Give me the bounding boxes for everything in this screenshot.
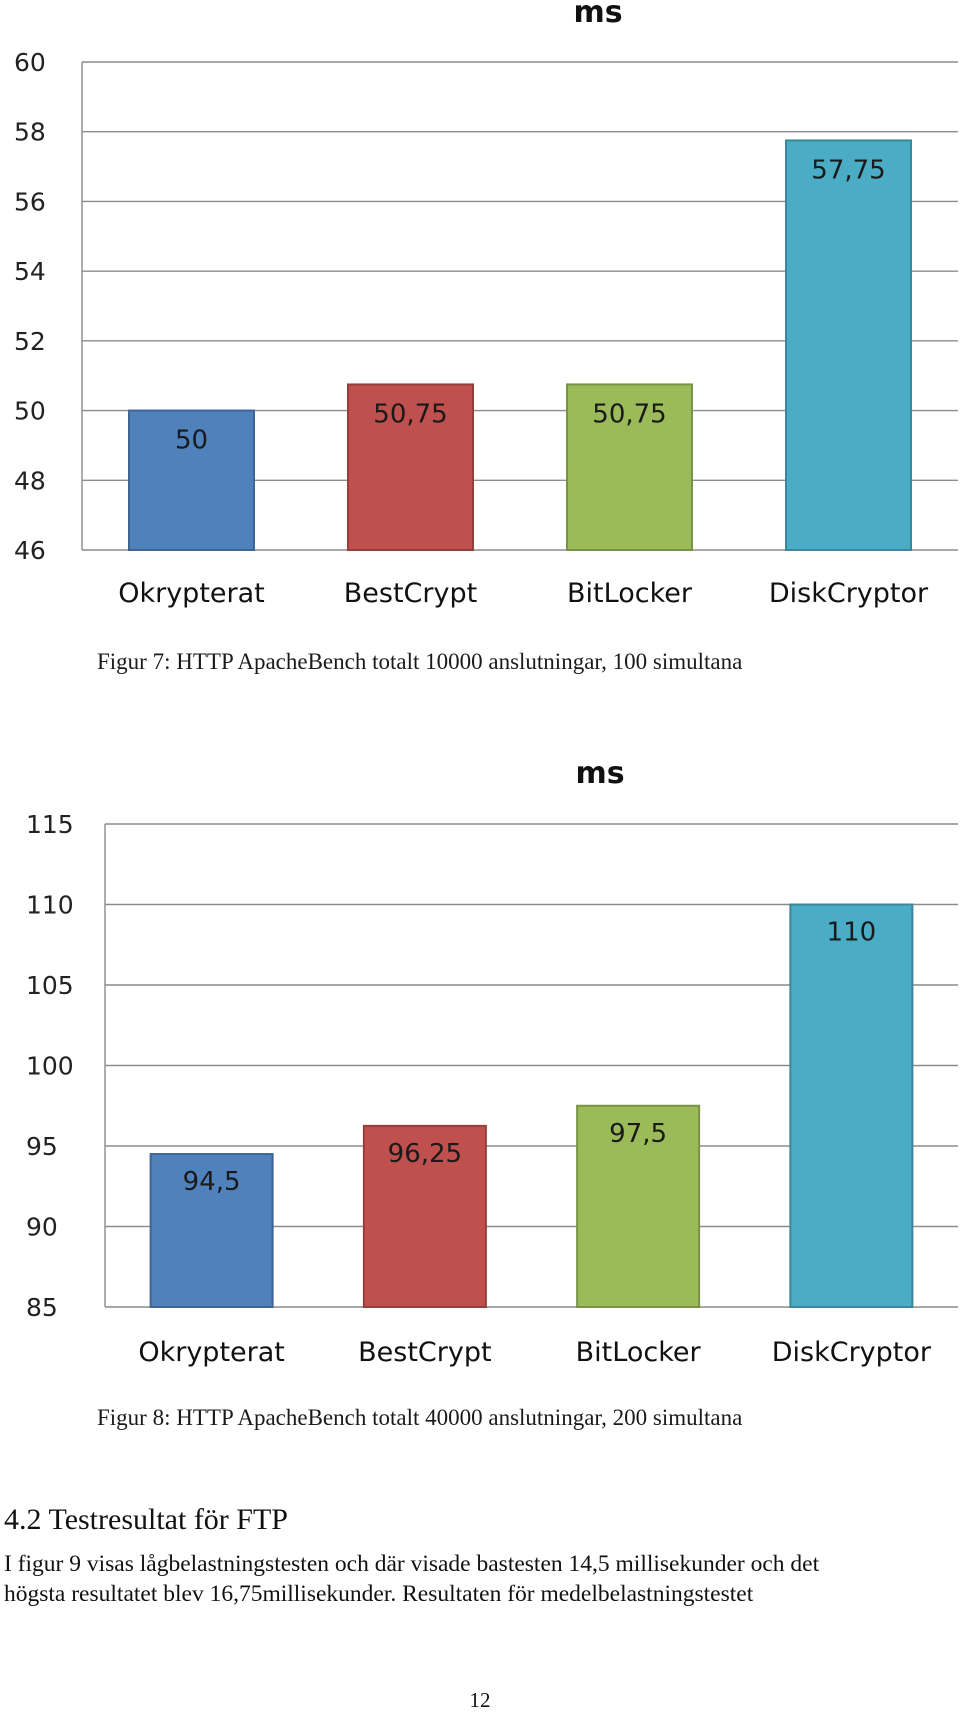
y-tick-label: 56 (14, 187, 46, 216)
data-label: 97,5 (609, 1119, 667, 1149)
data-label: 50 (175, 426, 208, 456)
y-tick-label: 58 (14, 118, 46, 147)
bar-okrypterat (149, 1153, 274, 1308)
data-label: 50,75 (373, 399, 447, 429)
chart-1-title: ms (573, 0, 622, 30)
body-text-line-2: högsta resultatet blev 16,75millisekunde… (4, 1581, 754, 1607)
y-tick-label: 90 (26, 1213, 58, 1242)
y-tick-label: 95 (26, 1132, 58, 1161)
chart-2-title: ms (575, 756, 624, 791)
x-category-label: Okrypterat (118, 578, 265, 609)
y-tick-label: 48 (14, 466, 46, 495)
section-heading: 4.2 Testresultat för FTP (4, 1503, 288, 1536)
bar-bitlocker (576, 1104, 701, 1308)
x-category-label: DiskCryptor (772, 1337, 932, 1368)
y-tick-label: 60 (14, 48, 46, 77)
x-category-label: DiskCryptor (769, 578, 929, 609)
data-label: 110 (827, 918, 877, 948)
bar-bestcrypt (362, 1124, 487, 1308)
data-label: 94,5 (183, 1167, 241, 1197)
body-text-line-1: I figur 9 visas lågbelastningstesten och… (4, 1551, 820, 1577)
y-tick-label: 54 (14, 257, 46, 286)
y-tick-label: 85 (26, 1293, 58, 1322)
bar-bitlocker (566, 383, 693, 551)
page-number: 12 (469, 1688, 491, 1712)
figure-8-caption: Figur 8: HTTP ApacheBench totalt 40000 a… (97, 1405, 743, 1430)
data-label: 96,25 (388, 1139, 462, 1169)
bar-diskcryptor (785, 139, 912, 552)
chart-figure-7: ms 46 48 50 52 54 56 58 60 50 Okrypterat 50,75 BestC… (14, 0, 958, 609)
bar-bestcrypt (347, 383, 474, 551)
y-tick-label: 46 (14, 536, 46, 565)
y-tick-label: 110 (26, 891, 74, 920)
y-tick-label: 100 (26, 1052, 74, 1081)
bar-diskcryptor (789, 903, 914, 1308)
y-tick-label: 105 (26, 971, 74, 1000)
bar-okrypterat (128, 409, 255, 552)
y-tick-label: 52 (14, 327, 46, 356)
data-label: 50,75 (592, 399, 666, 429)
x-category-label: BestCrypt (344, 578, 477, 609)
x-category-label: BitLocker (567, 578, 693, 609)
x-category-label: BestCrypt (358, 1337, 491, 1368)
x-category-label: BitLocker (576, 1337, 702, 1368)
y-tick-label: 115 (26, 810, 74, 839)
x-category-label: Okrypterat (138, 1337, 285, 1368)
y-tick-label: 50 (14, 397, 46, 426)
chart-figure-8: ms 85 90 95 100 105 110 115 94,5 Okrypterat 96,25 B… (26, 756, 958, 1368)
figure-7-caption: Figur 7: HTTP ApacheBench totalt 10000 a… (97, 649, 743, 674)
data-label: 57,75 (811, 155, 885, 185)
